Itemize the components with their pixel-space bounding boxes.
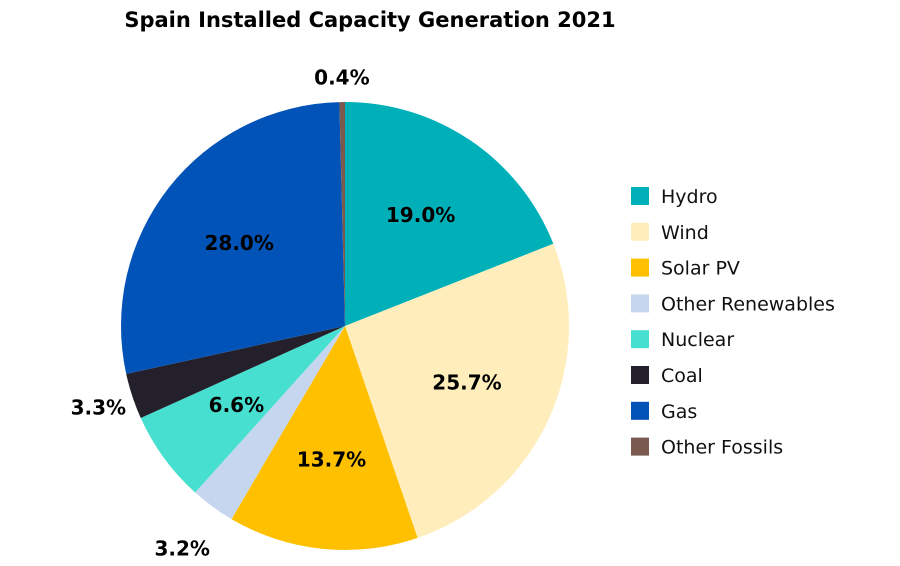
- slice-label-other-renewables: 3.2%: [154, 536, 209, 560]
- slice-label-wind: 25.7%: [432, 370, 501, 394]
- pie-slice-other-fossils: [339, 102, 345, 326]
- legend-swatch-nuclear: [631, 330, 649, 349]
- slice-labels: 19.0% 25.7% 13.7% 3.2% 6.6% 3.3% 28.0% 0.4%: [71, 65, 502, 560]
- legend-swatch-gas: [631, 401, 649, 420]
- slice-label-hydro: 19.0%: [386, 203, 455, 227]
- legend-swatch-solar-pv: [631, 258, 649, 277]
- legend-label-hydro: Hydro: [661, 186, 718, 208]
- pie-slice-coal: [126, 326, 346, 418]
- legend-swatch-coal: [631, 366, 649, 384]
- legend: Hydro Wind Solar PV Other Renewables Nuclear…: [631, 186, 835, 459]
- chart-title: Spain Installed Capacity Generation 2021: [124, 8, 615, 32]
- slice-label-solar-pv: 13.7%: [297, 448, 366, 472]
- legend-label-other-fossils: Other Fossils: [661, 437, 783, 459]
- legend-swatch-other-renewables: [631, 294, 649, 313]
- legend-swatch-wind: [631, 222, 649, 241]
- legend-label-solar-pv: Solar PV: [661, 258, 740, 280]
- legend-label-gas: Gas: [661, 401, 697, 423]
- pie-slice-solar-pv: [231, 326, 418, 550]
- pie-slices: [121, 101, 570, 550]
- legend-label-wind: Wind: [661, 222, 709, 244]
- slice-label-gas: 28.0%: [205, 231, 274, 255]
- legend-label-other-renewables: Other Renewables: [661, 293, 835, 315]
- slice-label-coal: 3.3%: [71, 396, 126, 420]
- slice-label-other-fossils: 0.4%: [314, 65, 369, 89]
- legend-label-coal: Coal: [661, 365, 703, 387]
- pie-slice-other-renewables: [195, 326, 345, 520]
- pie-slice-nuclear: [140, 326, 345, 493]
- legend-swatch-hydro: [631, 187, 649, 205]
- pie-slice-wind: [345, 243, 570, 538]
- pie-slice-hydro: [345, 101, 554, 326]
- slice-label-nuclear: 6.6%: [209, 393, 264, 417]
- legend-swatch-other-fossils: [631, 437, 649, 456]
- legend-label-nuclear: Nuclear: [661, 329, 734, 351]
- pie-slice-gas: [121, 102, 345, 374]
